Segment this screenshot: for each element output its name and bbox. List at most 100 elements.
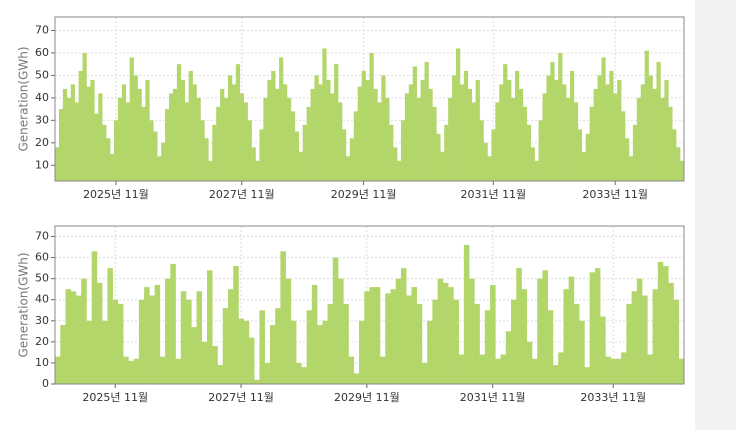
bar: [280, 251, 286, 384]
bar: [385, 97, 390, 181]
bar: [534, 160, 539, 181]
bar: [621, 111, 626, 181]
bar: [306, 310, 313, 384]
bar: [432, 299, 438, 384]
bar: [406, 295, 412, 384]
bar: [55, 147, 60, 181]
x-tick-label: 2029년 11월: [331, 188, 397, 201]
bar: [579, 320, 585, 384]
plot-border: [54, 225, 685, 385]
bar: [74, 102, 79, 181]
bar: [546, 75, 551, 181]
bar: [601, 57, 606, 181]
bar: [491, 129, 496, 181]
bar: [652, 289, 659, 384]
bar: [317, 325, 323, 384]
bar: [558, 52, 563, 181]
bar: [243, 102, 248, 181]
bar: [81, 278, 87, 384]
bar: [75, 295, 82, 384]
bar: [660, 97, 665, 181]
bar: [626, 303, 632, 384]
bar: [298, 151, 303, 181]
bar: [172, 88, 178, 181]
bar: [207, 270, 213, 384]
bar: [222, 308, 229, 384]
bar: [452, 75, 457, 181]
bar: [521, 289, 528, 384]
bar: [411, 287, 417, 384]
bar: [121, 84, 127, 181]
bar: [652, 88, 657, 181]
bar: [70, 291, 77, 384]
bar: [259, 310, 265, 384]
bar: [255, 160, 260, 181]
x-tick-label: 2027년 11월: [209, 188, 275, 201]
bar: [133, 358, 140, 384]
bar: [180, 291, 187, 384]
bar: [113, 120, 119, 181]
bar: [238, 318, 244, 384]
bar: [663, 266, 669, 384]
bar: [60, 325, 66, 384]
bar: [338, 278, 344, 384]
bar: [589, 106, 594, 181]
bar: [353, 373, 360, 384]
bar: [526, 124, 531, 181]
bar: [220, 88, 225, 181]
bar: [301, 367, 307, 384]
bar: [542, 270, 549, 384]
bar: [94, 113, 99, 181]
bar: [175, 358, 182, 384]
bar: [467, 88, 473, 181]
bar: [479, 354, 486, 384]
bar: [231, 84, 237, 181]
y-tick-label: 30: [35, 113, 49, 126]
bar: [338, 102, 343, 181]
bar: [617, 79, 622, 181]
bar: [484, 310, 491, 384]
bar: [427, 320, 433, 384]
bar: [204, 138, 209, 181]
bar: [471, 102, 476, 181]
bar: [279, 57, 284, 181]
bar: [334, 64, 339, 181]
x-tick-label: 2031년 11월: [460, 188, 526, 201]
bar: [385, 293, 391, 384]
bar: [428, 88, 433, 181]
bar: [327, 303, 334, 384]
x-tick-label: 2033년 11월: [582, 188, 648, 201]
bar: [176, 64, 182, 181]
bar: [640, 84, 645, 181]
bar: [359, 320, 365, 384]
bar: [379, 356, 386, 384]
bar: [436, 133, 441, 181]
bar: [192, 84, 197, 181]
y-tick-label: 0: [42, 377, 49, 390]
bar: [165, 109, 170, 181]
bar: [469, 278, 475, 384]
bar: [310, 88, 315, 181]
bar: [369, 287, 376, 384]
bar: [644, 50, 649, 181]
bar: [628, 156, 634, 181]
bar: [353, 111, 359, 181]
bar: [161, 142, 166, 181]
bar: [86, 86, 91, 181]
bar: [584, 367, 590, 384]
bar: [648, 75, 653, 181]
y-tick-label: 60: [35, 46, 49, 59]
bar: [186, 299, 192, 384]
bar: [647, 354, 653, 384]
bar: [191, 327, 197, 384]
bar: [90, 79, 95, 181]
bar: [112, 299, 119, 384]
bar: [483, 142, 488, 181]
bar: [184, 102, 189, 181]
y-tick-label: 10: [35, 356, 49, 369]
bar: [374, 287, 381, 384]
bar: [217, 365, 224, 384]
bar: [157, 156, 162, 181]
bar: [98, 93, 103, 181]
